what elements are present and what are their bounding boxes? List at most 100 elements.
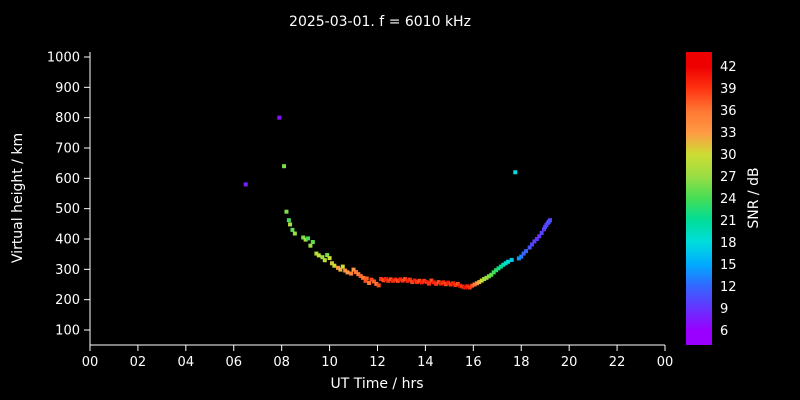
data-point: [501, 262, 506, 267]
y-axis-label: Virtual height / km: [10, 133, 26, 263]
data-point: [303, 237, 308, 242]
data-point: [446, 280, 451, 285]
data-point: [379, 277, 384, 282]
data-point: [343, 268, 348, 273]
data-point: [431, 280, 436, 285]
data-point: [462, 285, 467, 290]
data-point: [489, 272, 494, 277]
x-tick-label: 00: [82, 355, 99, 370]
data-point: [519, 254, 524, 259]
data-point: [356, 272, 361, 277]
data-point: [345, 270, 350, 275]
data-point: [286, 218, 291, 223]
data-point: [316, 253, 321, 258]
data-point: [364, 276, 369, 281]
colorbar: 6 9 12 15 18 21 24 27 30 33 36 39 42: [686, 52, 737, 345]
y-tick-label: 200: [55, 293, 80, 308]
colorbar-tick-label: 42: [720, 60, 737, 75]
data-point: [548, 218, 552, 223]
data-point: [482, 277, 487, 282]
colorbar-tick-label: 30: [720, 148, 737, 163]
x-tick-label: 10: [321, 355, 338, 370]
data-point: [506, 259, 511, 264]
colorbar-tick-label: 21: [720, 214, 737, 229]
data-point: [434, 281, 439, 286]
x-tick-label: 04: [178, 355, 195, 370]
data-point: [441, 280, 446, 285]
data-point: [516, 256, 521, 261]
colorbar-tick-label: 33: [720, 126, 737, 141]
x-tick-label: 00: [657, 355, 674, 370]
data-point: [358, 274, 363, 279]
data-point: [443, 282, 448, 287]
y-tick-label: 800: [55, 111, 80, 126]
colorbar-tick-label: 6: [720, 324, 728, 339]
x-tick-label: 20: [561, 355, 578, 370]
data-point: [410, 280, 415, 285]
data-point: [332, 263, 337, 268]
chart-title: 2025-03-01. f = 6010 kHz: [289, 14, 471, 30]
data-point: [282, 164, 287, 169]
data-point: [407, 277, 412, 282]
data-point: [363, 278, 368, 283]
data-point: [417, 278, 422, 283]
data-point: [467, 285, 472, 290]
data-point: [448, 282, 453, 287]
x-tick-label: 14: [417, 355, 434, 370]
data-point: [322, 258, 327, 263]
data-point: [340, 264, 345, 269]
data-point: [314, 251, 319, 256]
x-axis-label: UT Time / hrs: [330, 376, 423, 392]
x-tick-label: 08: [273, 355, 290, 370]
data-point: [325, 253, 330, 258]
data-point: [243, 182, 248, 187]
colorbar-tick-label: 18: [720, 236, 737, 251]
data-point: [388, 277, 393, 282]
data-point: [534, 237, 539, 241]
data-point: [391, 278, 396, 283]
colorbar-tick-label: 9: [720, 302, 728, 317]
data-point: [539, 230, 544, 235]
colorbar-tick-label: 15: [720, 258, 737, 273]
data-point: [455, 281, 460, 286]
data-point: [498, 264, 503, 269]
data-point: [530, 242, 535, 247]
x-tick-label: 22: [609, 355, 626, 370]
data-point: [496, 266, 501, 271]
data-point: [400, 278, 405, 283]
data-point: [509, 257, 514, 262]
y-tick-label: 700: [55, 142, 80, 157]
data-point: [335, 265, 340, 270]
x-tick-label: 12: [369, 355, 386, 370]
data-point: [398, 277, 403, 282]
y-tick-label: 100: [55, 324, 80, 339]
y-tick-label: 600: [55, 172, 80, 187]
data-point: [277, 115, 282, 120]
y-tick-label: 300: [55, 263, 80, 278]
data-point: [288, 222, 293, 227]
x-tick-label: 02: [130, 355, 147, 370]
data-point: [351, 267, 356, 272]
data-point: [458, 283, 463, 288]
data-point: [470, 283, 475, 288]
data-point: [301, 235, 306, 240]
data-point: [474, 281, 479, 286]
data-point: [532, 239, 537, 244]
data-point: [338, 267, 343, 272]
data-point: [349, 271, 354, 276]
data-point: [306, 236, 311, 241]
data-point: [403, 277, 408, 282]
x-tick-label: 16: [465, 355, 482, 370]
data-point: [537, 234, 542, 239]
data-point: [371, 279, 376, 284]
data-point: [486, 274, 491, 279]
data-point: [503, 261, 508, 266]
colorbar-label: SNR / dB: [746, 167, 762, 228]
data-point: [369, 277, 374, 282]
data-point: [524, 249, 529, 254]
data-point: [479, 278, 484, 283]
data-point: [472, 282, 477, 287]
data-point: [381, 278, 386, 283]
data-point: [383, 277, 388, 282]
data-point: [308, 243, 313, 248]
